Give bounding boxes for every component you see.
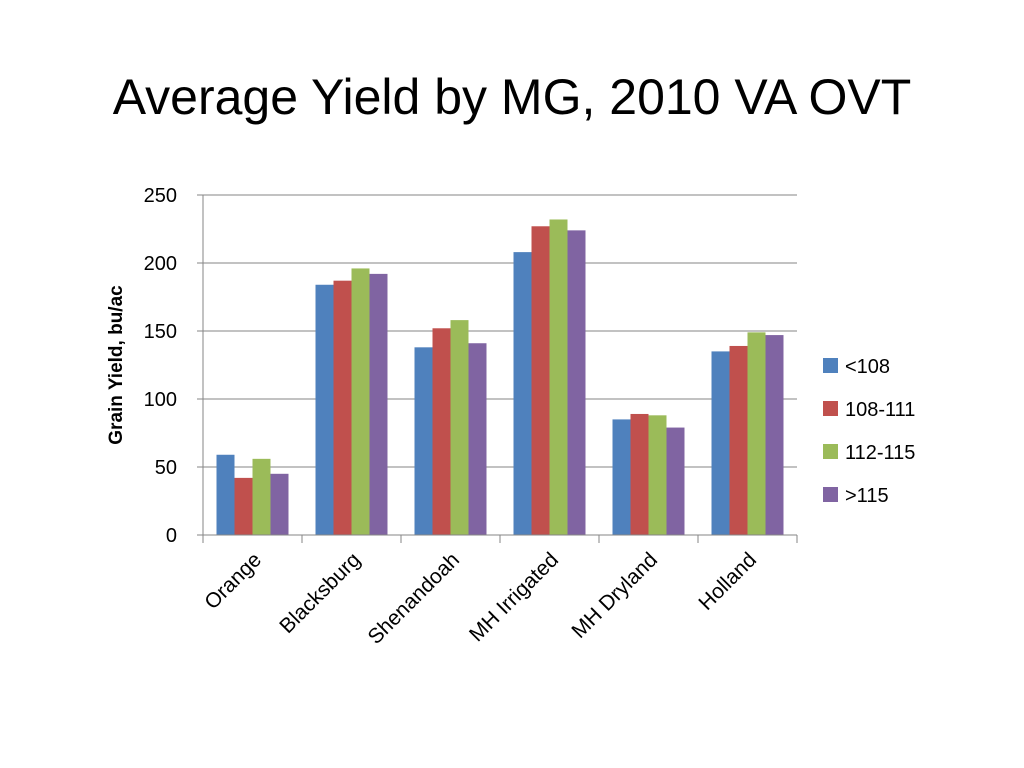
legend-swatch [823, 444, 838, 459]
y-tick-label: 250 [144, 185, 177, 207]
y-tick-label: 0 [166, 525, 177, 547]
x-tick-label: MH Dryland [567, 548, 662, 643]
bar [369, 273, 388, 535]
bar [270, 473, 289, 535]
bar [432, 328, 451, 535]
x-tick-label: Blacksburg [275, 548, 365, 638]
bar [216, 454, 235, 535]
legend-swatch [823, 358, 838, 373]
bar [252, 458, 271, 535]
y-axis-title: Grain Yield, bu/ac [106, 285, 127, 445]
bars [216, 219, 784, 536]
bar [765, 335, 784, 535]
bar [711, 351, 730, 535]
legend-label: 112-115 [845, 442, 915, 464]
axes [197, 194, 798, 543]
y-tick-label: 200 [144, 253, 177, 275]
legend-label: <108 [845, 356, 890, 378]
bar [315, 284, 334, 535]
legend-swatch [823, 487, 838, 502]
x-tick-label: Holland [694, 548, 761, 615]
bar [630, 413, 649, 535]
y-tick-label: 150 [144, 321, 177, 343]
bar [612, 419, 631, 535]
bar [351, 268, 370, 535]
bar [531, 226, 550, 535]
legend-label: >115 [845, 485, 889, 507]
x-tick-label: MH Irrigated [465, 548, 563, 646]
bar [567, 230, 586, 536]
gridlines [203, 194, 797, 468]
legend-swatch [823, 401, 838, 416]
bar [666, 427, 685, 535]
legend: <108 108-111 112-115 >115 [823, 356, 915, 507]
bar [549, 219, 568, 536]
bar [414, 347, 433, 535]
bar [729, 345, 748, 535]
slide-title: Average Yield by MG, 2010 VA OVT [112, 69, 912, 125]
x-tick-label: Shenandoah [364, 548, 464, 648]
x-tick-label: Orange [200, 548, 266, 614]
bar [747, 332, 766, 535]
y-axis-ticks: 0 50 100 150 200 250 [144, 185, 177, 547]
legend-label: 108-111 [845, 399, 915, 421]
bar [513, 252, 532, 535]
bar [648, 415, 667, 535]
y-tick-label: 50 [155, 457, 177, 479]
y-tick-label: 100 [144, 389, 177, 411]
bar [468, 343, 487, 535]
bar [333, 280, 352, 535]
bar [450, 320, 469, 535]
bar [234, 477, 253, 535]
